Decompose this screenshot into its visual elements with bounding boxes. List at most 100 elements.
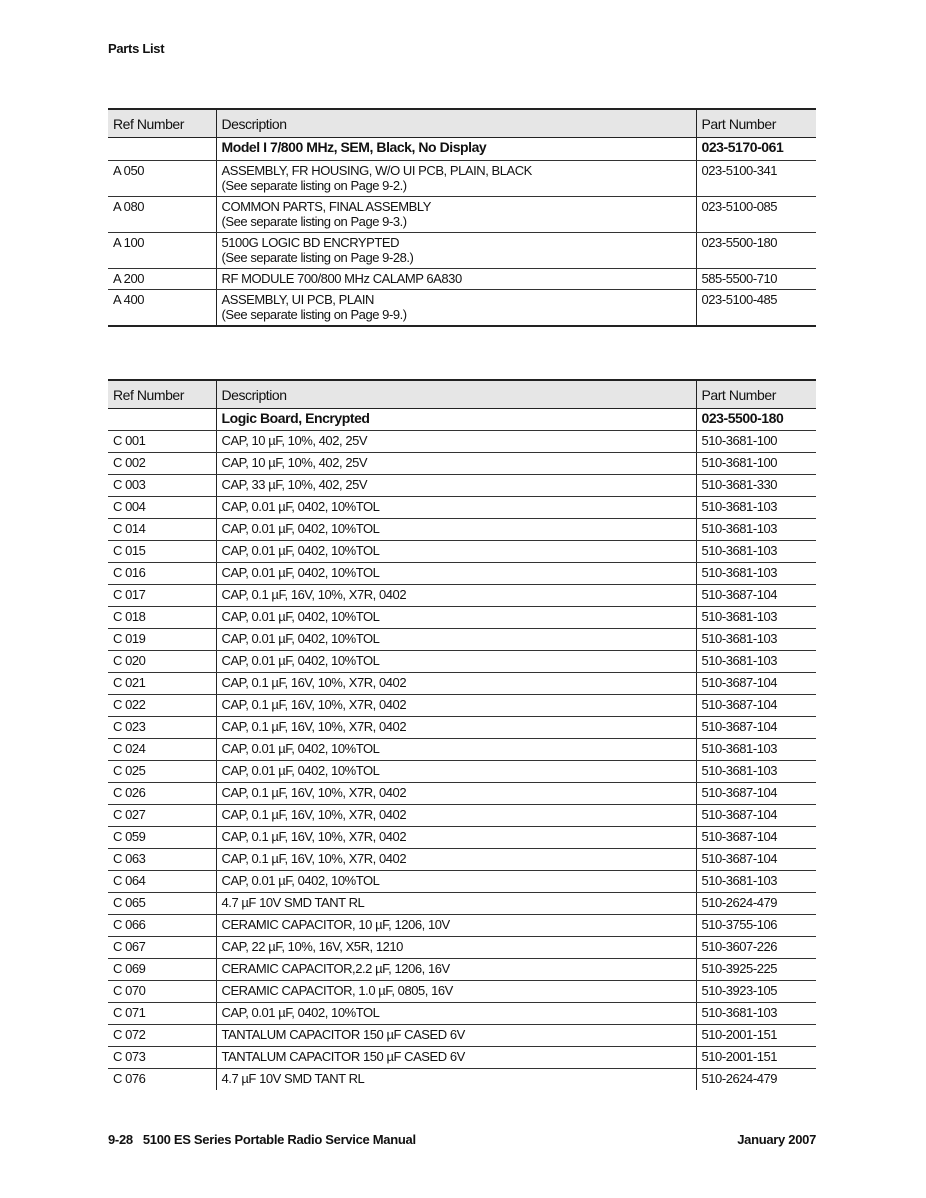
table-row: C 069 CERAMIC CAPACITOR,2.2 µF, 1206, 16V… [108,958,816,981]
part-number-cell: 510-3681-103 [695,496,816,519]
listing-note: (See separate listing on Page 9-28.) [221,250,414,265]
ref-number-cell: A 100 [108,232,216,269]
part-number-cell: 510-3681-103 [695,760,816,783]
table-row: C 015 CAP, 0.01 µF, 0402, 10%TOL 510-3681-… [108,540,816,563]
part-number-cell: 510-3687-104 [695,694,816,717]
ref-number-cell: C 069 [108,958,216,981]
part-number-cell: 510-3687-104 [695,826,816,849]
table-row: C 024 CAP, 0.01 µF, 0402, 10%TOL 510-3681-… [108,738,816,761]
table-row: C 063 CAP, 0.1 µF, 16V, 10%, X7R, 0402 510… [108,848,816,871]
ref-number-cell: A 200 [108,268,216,290]
description-cell: CAP, 0.1 µF, 16V, 10%, X7R, 0402 [215,672,696,695]
description-text: 5100G LOGIC BD ENCRYPTED [221,235,400,250]
description-cell: CAP, 0.1 µF, 16V, 10%, X7R, 0402 [215,694,696,717]
ref-number-cell: C 065 [108,892,216,915]
part-number-cell: 023-5100-341 [695,160,816,197]
description-text: CAP, 0.01 µF, 0402, 10%TOL [221,1005,380,1020]
title-ref-cell [108,137,216,161]
part-number-cell: 510-3687-104 [695,848,816,871]
table-row: C 014 CAP, 0.01 µF, 0402, 10%TOL 510-3681-… [108,518,816,541]
description-cell: CAP, 22 µF, 10%, 16V, X5R, 1210 [215,936,696,959]
ref-number-cell: C 021 [108,672,216,695]
description-cell: CAP, 0.01 µF, 0402, 10%TOL [215,760,696,783]
listing-note: (See separate listing on Page 9-3.) [221,214,408,229]
part-number-cell: 510-3607-226 [695,936,816,959]
part-number-cell: 510-3681-103 [695,628,816,651]
table-row: A 400 ASSEMBLY, UI PCB, PLAIN (See separat… [108,289,816,327]
description-cell: CAP, 0.01 µF, 0402, 10%TOL [215,562,696,585]
table-row: C 020 CAP, 0.01 µF, 0402, 10%TOL 510-3681-… [108,650,816,673]
parts-table-logic-board: Ref Number Description Part Number Logic… [108,379,816,1090]
part-number-cell: 510-3681-103 [695,650,816,673]
description-cell: TANTALUM CAPACITOR 150 µF CASED 6V [215,1024,696,1047]
description-cell: ASSEMBLY, FR HOUSING, W/O UI PCB, PLAIN,… [215,160,696,197]
part-number-cell: 023-5100-485 [695,289,816,327]
table-row: C 066 CERAMIC CAPACITOR, 10 µF, 1206, 10V… [108,914,816,937]
description-text: CAP, 33 µF, 10%, 402, 25V [221,477,368,492]
ref-number-cell: C 072 [108,1024,216,1047]
part-number-cell: 023-5500-180 [695,232,816,269]
description-text: CAP, 0.01 µF, 0402, 10%TOL [221,609,380,624]
table-row: C 064 CAP, 0.01 µF, 0402, 10%TOL 510-3681-… [108,870,816,893]
description-text: CAP, 22 µF, 10%, 16V, X5R, 1210 [221,939,404,954]
column-header-description: Description [215,379,696,409]
description-text: CERAMIC CAPACITOR, 10 µF, 1206, 10V [221,917,451,932]
description-cell: CAP, 0.1 µF, 16V, 10%, X7R, 0402 [215,826,696,849]
table-row: C 076 4.7 µF 10V SMD TANT RL 510-2624-479 [108,1068,816,1090]
description-text: ASSEMBLY, FR HOUSING, W/O UI PCB, PLAIN,… [221,163,533,178]
table-row: A 050 ASSEMBLY, FR HOUSING, W/O UI PCB, P… [108,160,816,197]
table-row: C 023 CAP, 0.1 µF, 16V, 10%, X7R, 0402 510… [108,716,816,739]
table-row: C 070 CERAMIC CAPACITOR, 1.0 µF, 0805, 16… [108,980,816,1003]
description-text: TANTALUM CAPACITOR 150 µF CASED 6V [221,1027,466,1042]
table-row: C 065 4.7 µF 10V SMD TANT RL 510-2624-479 [108,892,816,915]
table-row: C 002 CAP, 10 µF, 10%, 402, 25V 510-3681-1… [108,452,816,475]
ref-number-cell: A 050 [108,160,216,197]
ref-number-cell: C 067 [108,936,216,959]
description-cell: CERAMIC CAPACITOR,2.2 µF, 1206, 16V [215,958,696,981]
description-text: 4.7 µF 10V SMD TANT RL [221,1071,365,1086]
description-text: CERAMIC CAPACITOR, 1.0 µF, 0805, 16V [221,983,454,998]
description-cell: CAP, 33 µF, 10%, 402, 25V [215,474,696,497]
ref-number-cell: C 018 [108,606,216,629]
column-header-description: Description [215,108,696,138]
ref-number-cell: C 004 [108,496,216,519]
ref-number-cell: C 063 [108,848,216,871]
part-number-cell: 510-2624-479 [695,1068,816,1090]
ref-number-cell: C 076 [113,1071,146,1086]
part-number-cell: 510-2001-151 [695,1046,816,1069]
part-number-cell: 510-3681-100 [695,452,816,475]
listing-note: (See separate listing on Page 9-2.) [221,178,408,193]
table-row: C 073 TANTALUM CAPACITOR 150 µF CASED 6V 5… [108,1046,816,1069]
ref-number-cell: C 064 [108,870,216,893]
part-number-cell: 510-3681-100 [695,430,816,453]
part-number-cell: 510-2624-479 [695,892,816,915]
description-text: CAP, 0.1 µF, 16V, 10%, X7R, 0402 [221,675,407,690]
description-text: CAP, 0.01 µF, 0402, 10%TOL [221,521,380,536]
ref-number-cell: A 400 [108,289,216,327]
page-header-title: Parts List [108,41,165,56]
footer-date: January 2007 [737,1132,816,1147]
part-number-cell: 510-3687-104 [695,584,816,607]
table-row: A 100 5100G LOGIC BD ENCRYPTED (See separa… [108,232,816,269]
ref-number-cell: C 066 [108,914,216,937]
table-row: C 025 CAP, 0.01 µF, 0402, 10%TOL 510-3681-… [108,760,816,783]
description-text: CAP, 0.01 µF, 0402, 10%TOL [221,873,380,888]
description-cell: COMMON PARTS, FINAL ASSEMBLY (See separat… [215,196,696,233]
description-cell: CAP, 0.01 µF, 0402, 10%TOL [215,1002,696,1025]
ref-number-cell: C 025 [108,760,216,783]
description-cell: CAP, 0.01 µF, 0402, 10%TOL [215,650,696,673]
description-text: CAP, 0.1 µF, 16V, 10%, X7R, 0402 [221,851,407,866]
manual-title: 5100 ES Series Portable Radio Service Ma… [142,1132,416,1147]
part-number-cell: 510-3681-103 [695,540,816,563]
description-cell: CAP, 0.01 µF, 0402, 10%TOL [215,540,696,563]
ref-number-cell: C 002 [108,452,216,475]
table-row: C 059 CAP, 0.1 µF, 16V, 10%, X7R, 0402 510… [108,826,816,849]
description-text: ASSEMBLY, UI PCB, PLAIN [221,292,375,307]
part-number-cell: 510-3681-103 [695,738,816,761]
table-row: C 003 CAP, 33 µF, 10%, 402, 25V 510-3681-3… [108,474,816,497]
page-number: 9-28 [108,1132,133,1147]
description-text: CAP, 0.01 µF, 0402, 10%TOL [221,741,380,756]
description-text: CAP, 10 µF, 10%, 402, 25V [221,455,368,470]
description-cell: CAP, 0.01 µF, 0402, 10%TOL [215,606,696,629]
title-description: Logic Board, Encrypted [215,408,696,431]
